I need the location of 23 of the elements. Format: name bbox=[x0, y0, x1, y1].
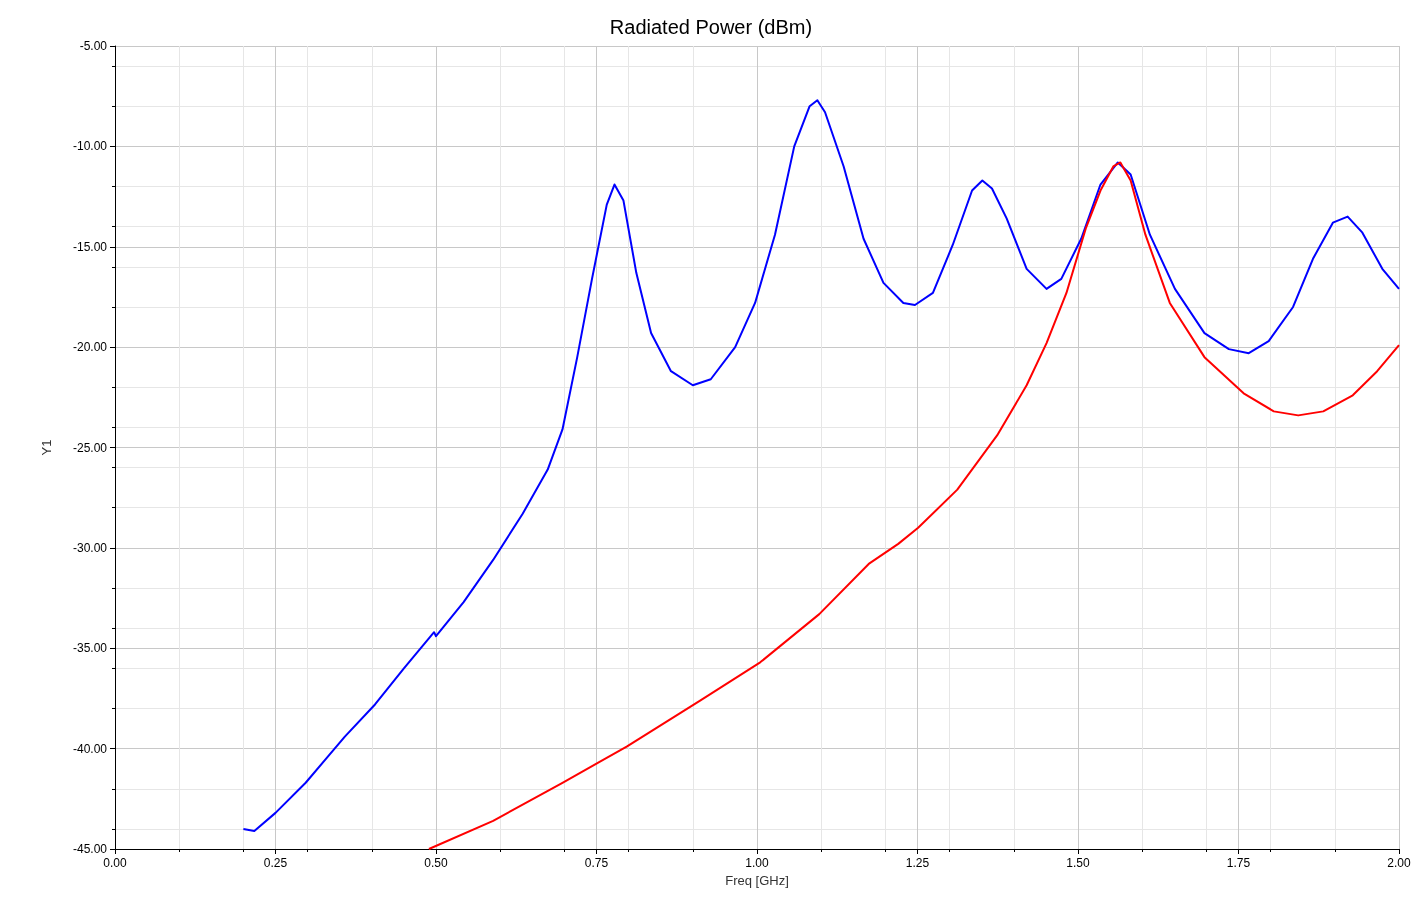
y-axis-title: Y1 bbox=[39, 439, 54, 456]
line-series bbox=[242, 99, 1400, 832]
x-tick-label: 1.50 bbox=[1066, 856, 1090, 870]
y-tick-label: -40.00 bbox=[72, 741, 108, 756]
x-axis-title: Freq [GHz] bbox=[725, 872, 789, 888]
chart-title: Radiated Power (dBm) bbox=[609, 16, 813, 38]
y-tick-label: -5.00 bbox=[79, 39, 108, 53]
y-tick-label: -45.00 bbox=[72, 842, 108, 856]
y-tick-label: -10.00 bbox=[72, 139, 108, 154]
y-tick-label: -25.00 bbox=[72, 440, 108, 455]
x-tick-label: 1.00 bbox=[745, 856, 769, 870]
x-tick-label: 1.75 bbox=[1226, 856, 1251, 870]
x-tick-label: 0.25 bbox=[263, 856, 288, 870]
x-tick-label: 2.00 bbox=[1387, 856, 1411, 870]
y-tick-label: -15.00 bbox=[72, 239, 108, 254]
x-tick-label: 0.50 bbox=[424, 856, 448, 870]
x-tick-label: 1.25 bbox=[905, 856, 930, 870]
y-tick-label: -35.00 bbox=[72, 641, 108, 656]
x-tick-label: 0.00 bbox=[103, 856, 127, 870]
y-tick-label: -30.00 bbox=[72, 540, 108, 555]
x-tick-label: 0.75 bbox=[584, 856, 609, 870]
y-tick-label: -20.00 bbox=[72, 340, 108, 355]
line-series bbox=[427, 161, 1400, 850]
